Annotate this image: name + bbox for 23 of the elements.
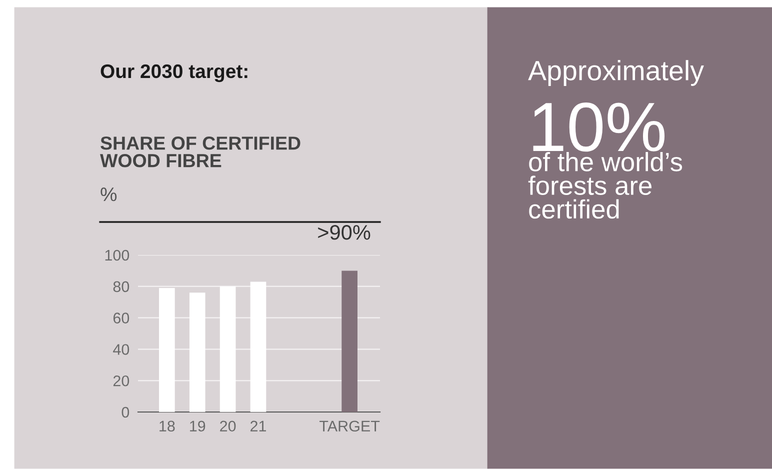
x-tick-label: 19 <box>190 420 206 432</box>
data-label: >90% <box>318 225 370 240</box>
y-tick-label: 80 <box>113 281 130 292</box>
x-tick-label: 20 <box>220 420 236 432</box>
text: Approximately <box>528 60 704 86</box>
y-tick-label: 20 <box>113 375 130 386</box>
x-tick-label: TARGET <box>319 420 380 432</box>
chart-title: Our 2030 target: <box>100 64 248 82</box>
bar <box>159 288 175 412</box>
bar <box>220 286 236 412</box>
chart-subtitle: SHARE OF CERTIFIED WOOD FIBRE <box>100 136 300 168</box>
y-tick-label: 0 <box>122 406 130 418</box>
y-axis-title: % <box>100 188 117 202</box>
x-tick-label: 21 <box>250 420 266 432</box>
x-tick-label: 18 <box>160 420 175 432</box>
y-tick-label: 40 <box>113 344 130 355</box>
bar <box>342 270 358 412</box>
y-tick-label: 100 <box>105 250 130 261</box>
bar <box>189 292 206 412</box>
bar <box>250 282 266 412</box>
text: 10% <box>533 102 665 152</box>
y-tick-label: 60 <box>113 312 130 324</box>
text: of the world’s forests are certified <box>528 152 682 219</box>
